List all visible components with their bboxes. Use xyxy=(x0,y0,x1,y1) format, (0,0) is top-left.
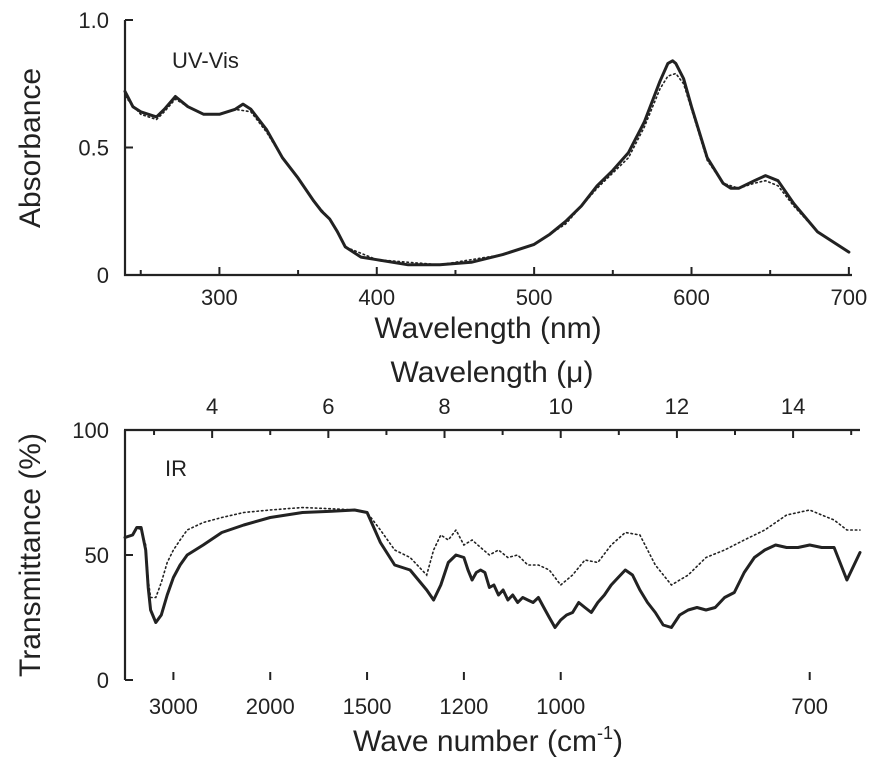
ir-x-tick-label: 2000 xyxy=(246,694,295,719)
ir-axis-line xyxy=(123,428,860,680)
uvvis-x-tick-label: 300 xyxy=(201,285,238,310)
ir-y-tick-label: 50 xyxy=(85,543,109,568)
ir-x-tick-label: 1500 xyxy=(343,694,392,719)
ir-x-tick-label: 1200 xyxy=(439,694,488,719)
uvvis-y-tick-label: 0 xyxy=(97,263,109,288)
uvvis-x-tick-label: 600 xyxy=(673,285,710,310)
ir-top-x-tick-label: 6 xyxy=(322,394,334,419)
ir-top-x-axis-title: Wavelength (μ) xyxy=(391,356,594,389)
uvvis-panel: 300 400 500 600 700 0 0.5 1.0 UV-Vis Wavelengt… xyxy=(14,8,867,345)
ir-x-ticks: 3000 2000 1500 1200 1000 700 xyxy=(149,672,828,719)
ir-top-x-ticks: 4 6 8 10 12 14 xyxy=(153,394,853,438)
ir-y-tick-label: 0 xyxy=(97,668,109,693)
ir-top-x-tick-label: 4 xyxy=(206,394,218,419)
uvvis-x-tick-label: 700 xyxy=(830,285,867,310)
ir-x-tick-label: 3000 xyxy=(149,694,198,719)
uvvis-x-ticks: 300 400 500 600 700 xyxy=(139,267,867,310)
ir-top-x-tick-label: 10 xyxy=(548,394,572,419)
ir-panel-label: IR xyxy=(165,456,187,481)
uvvis-series xyxy=(123,59,851,267)
ir-top-x-tick-label: 8 xyxy=(438,394,450,419)
uvvis-y-axis-title: Absorbance xyxy=(14,68,47,228)
ir-series-line-dotted xyxy=(124,506,861,599)
ir-y-axis-title: Transmittance (%) xyxy=(14,433,47,677)
ir-top-x-tick-label: 14 xyxy=(781,394,805,419)
ir-axes xyxy=(123,428,860,680)
uvvis-x-tick-label: 400 xyxy=(358,285,395,310)
uvvis-series-line-solid xyxy=(123,59,851,267)
ir-x-axis-title: Wave number (cm-1) xyxy=(353,723,623,757)
uvvis-x-axis-title: Wavelength (nm) xyxy=(374,312,601,345)
uvvis-panel-label: UV-Vis xyxy=(172,48,239,73)
ir-series-line-solid xyxy=(123,508,862,629)
ir-series xyxy=(123,506,862,629)
uvvis-x-tick-label: 500 xyxy=(516,285,553,310)
ir-x-tick-label: 1000 xyxy=(536,694,585,719)
uvvis-y-tick-label: 1.0 xyxy=(78,8,109,33)
ir-y-tick-label: 100 xyxy=(72,418,109,443)
ir-x-tick-label: 700 xyxy=(791,694,828,719)
uvvis-y-tick-label: 0.5 xyxy=(78,136,109,161)
ir-y-ticks: 0 50 100 xyxy=(72,418,133,693)
uvvis-y-ticks: 0 0.5 1.0 xyxy=(78,8,133,288)
uvvis-series-line-dotted xyxy=(124,72,850,266)
ir-panel: 3000 2000 1500 1200 1000 700 4 6 8 10 12 14 0 50 100… xyxy=(14,356,862,757)
ir-top-x-tick-label: 12 xyxy=(665,394,689,419)
